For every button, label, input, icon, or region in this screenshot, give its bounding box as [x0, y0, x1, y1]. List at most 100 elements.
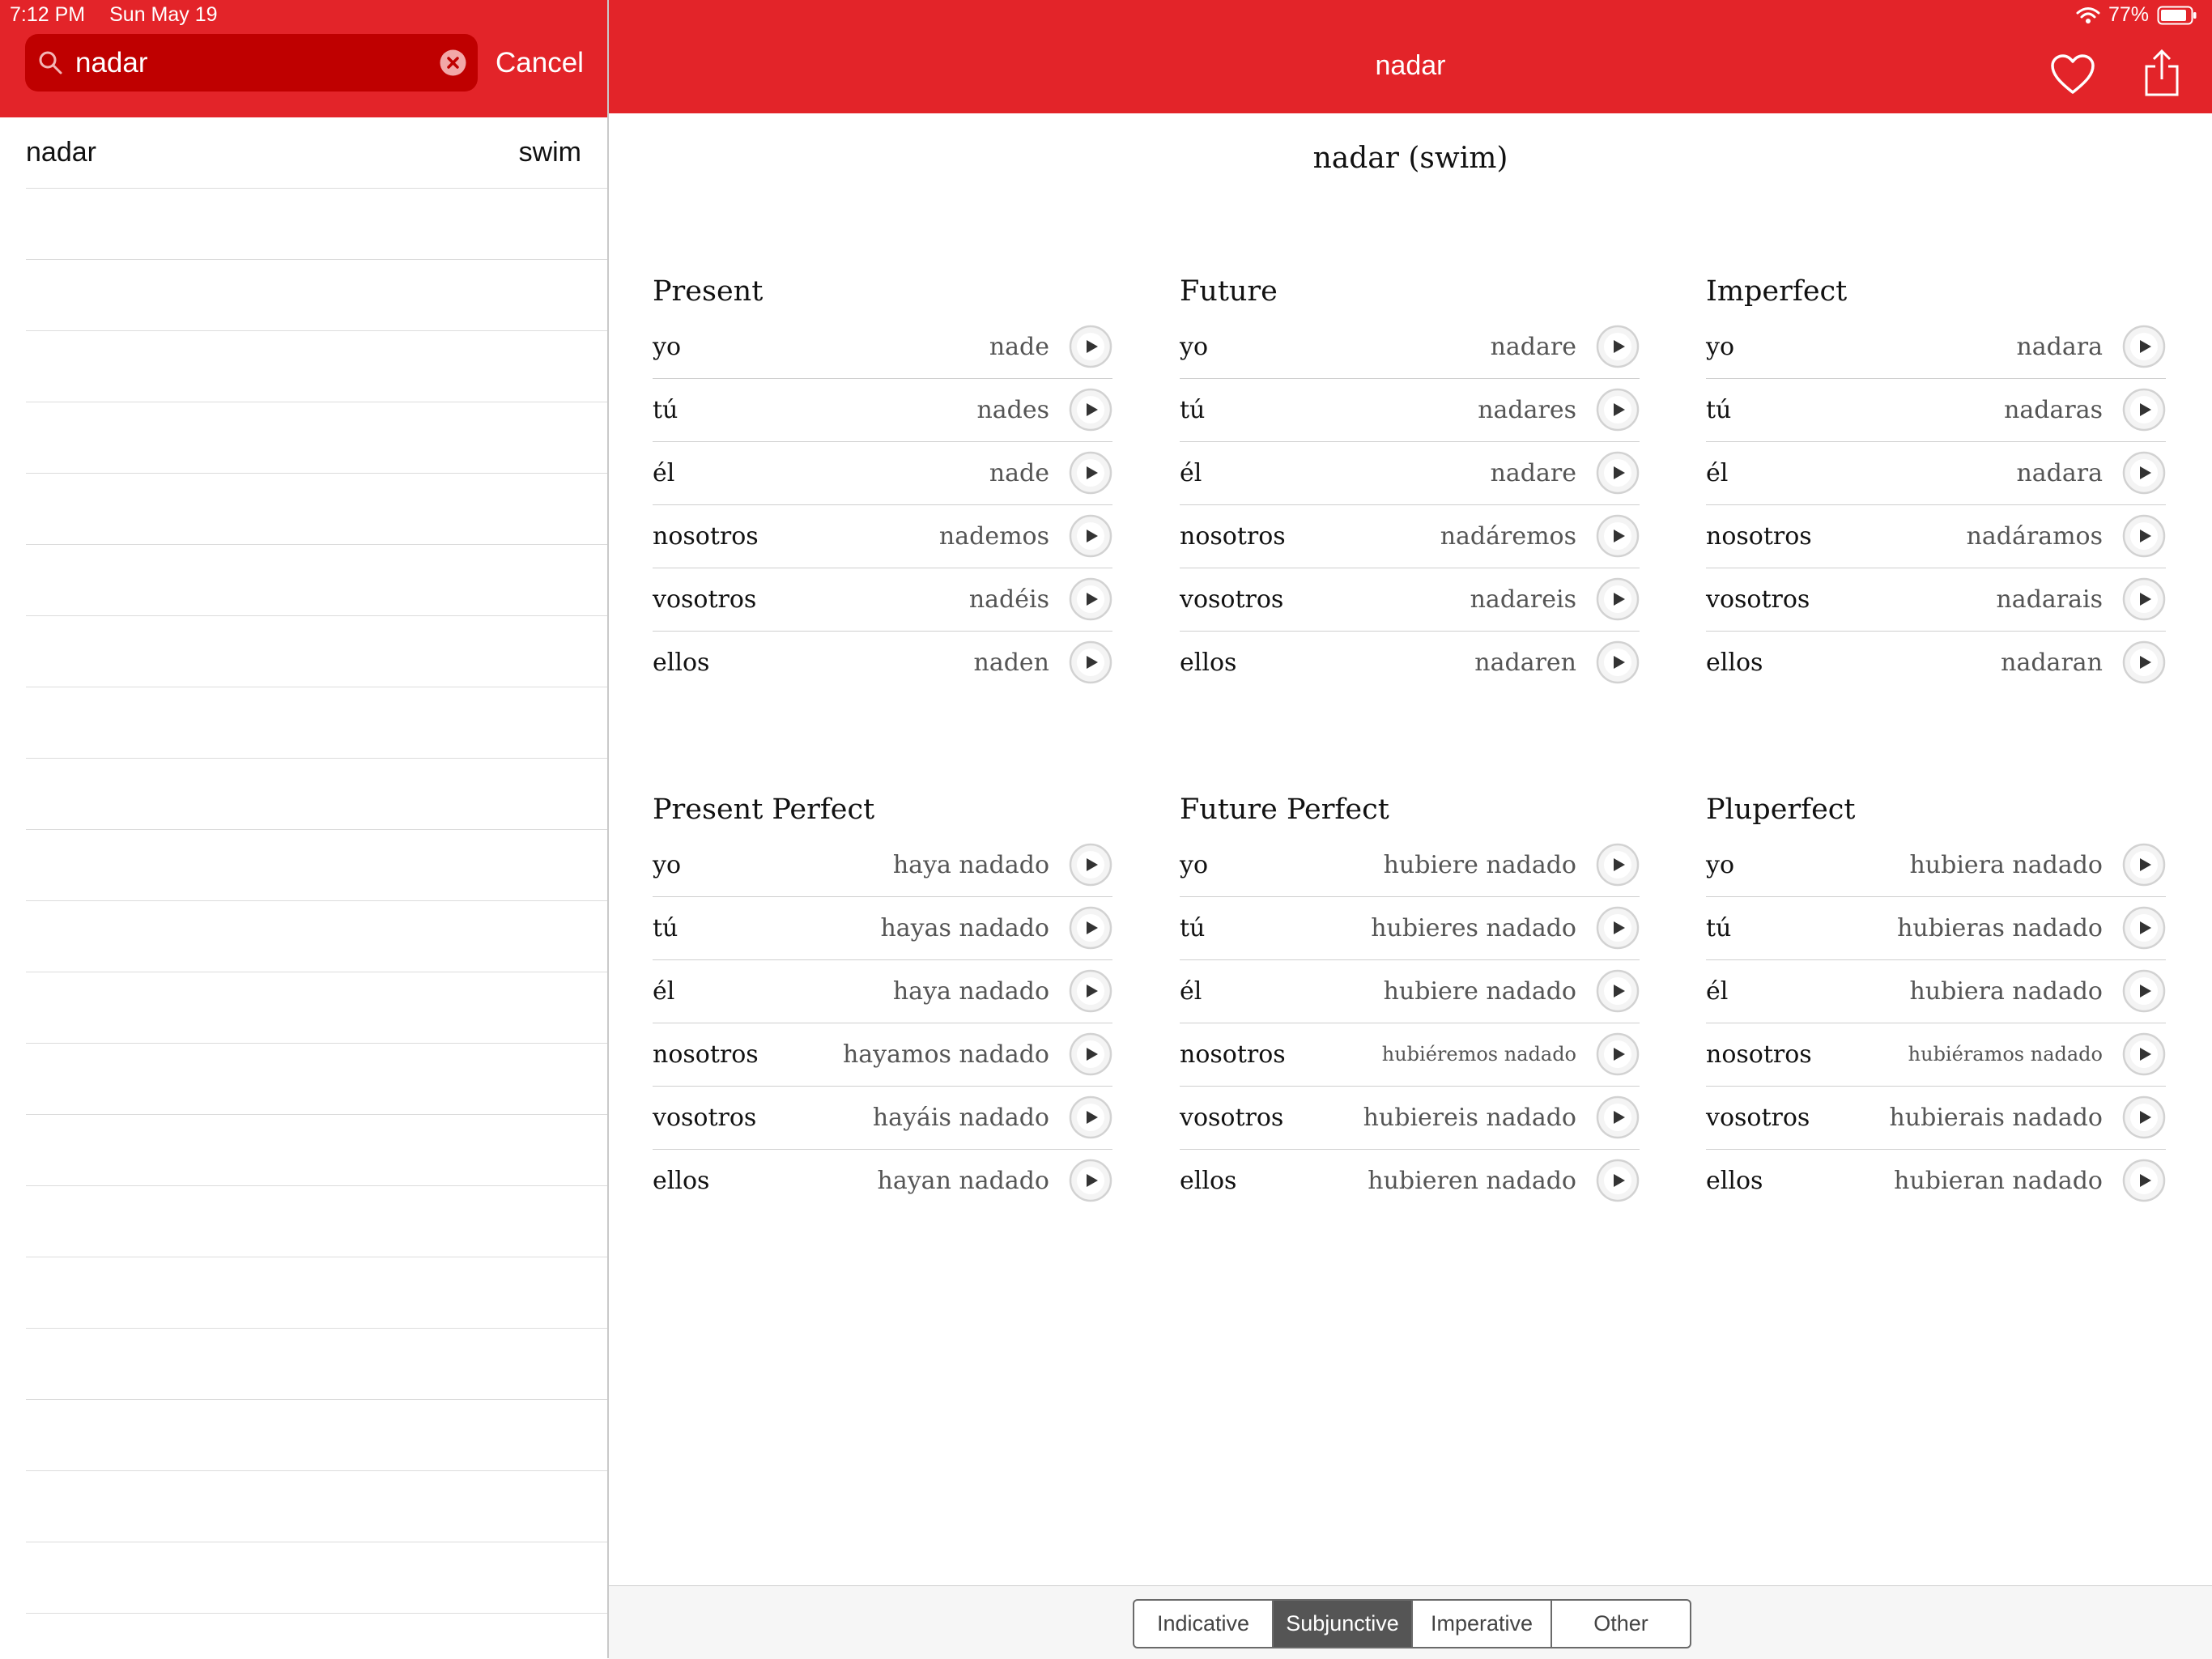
play-audio-icon[interactable]	[1596, 388, 1640, 432]
pronoun: yo	[1706, 333, 1735, 361]
empty-row	[26, 1115, 607, 1186]
play-audio-icon[interactable]	[2122, 1032, 2166, 1076]
tab-indicative[interactable]: Indicative	[1134, 1601, 1274, 1647]
status-date: Sun May 19	[109, 3, 218, 26]
favorite-heart-icon[interactable]	[2050, 53, 2095, 96]
conjugated-form: hubiéremos nadado	[1381, 1043, 1576, 1066]
pronoun: él	[1706, 459, 1729, 487]
conjugated-form: haya nadado	[892, 851, 1049, 879]
play-audio-icon[interactable]	[1596, 514, 1640, 558]
play-audio-icon[interactable]	[1069, 969, 1112, 1013]
search-header: 7:12 PM Sun May 19 nadar Cancel	[0, 0, 607, 117]
cancel-button[interactable]: Cancel	[496, 47, 584, 79]
play-audio-icon[interactable]	[2122, 325, 2166, 368]
pronoun: nosotros	[1706, 522, 1812, 551]
share-icon[interactable]	[2143, 49, 2180, 97]
play-audio-icon[interactable]	[2122, 514, 2166, 558]
search-icon	[39, 51, 62, 74]
tense-block: Present yo nade tú nades él nade nosotros nademo…	[653, 267, 1112, 694]
play-audio-icon[interactable]	[2122, 577, 2166, 621]
empty-row	[26, 474, 607, 545]
conjugation-row: nosotros hubiéremos nadado	[1180, 1023, 1640, 1087]
clear-search-icon[interactable]	[440, 49, 466, 76]
play-audio-icon[interactable]	[1596, 577, 1640, 621]
conjugated-form: haya nadado	[892, 977, 1049, 1006]
conjugated-form: hayan nadado	[877, 1167, 1049, 1195]
play-audio-icon[interactable]	[1596, 1032, 1640, 1076]
play-audio-icon[interactable]	[1069, 640, 1112, 684]
play-audio-icon[interactable]	[1069, 325, 1112, 368]
pronoun: él	[1180, 459, 1202, 487]
empty-row	[26, 331, 607, 402]
conjugation-row: tú hubieres nadado	[1180, 897, 1640, 960]
play-audio-icon[interactable]	[2122, 843, 2166, 887]
empty-row	[26, 687, 607, 759]
conjugation-row: tú nades	[653, 379, 1112, 442]
play-audio-icon[interactable]	[1069, 1159, 1112, 1202]
conjugated-form: nadéis	[968, 585, 1049, 614]
play-audio-icon[interactable]	[2122, 906, 2166, 950]
play-audio-icon[interactable]	[1596, 451, 1640, 495]
conjugation-row: ellos nadaran	[1706, 632, 2166, 694]
conjugated-form: nademos	[938, 522, 1049, 551]
play-audio-icon[interactable]	[1069, 906, 1112, 950]
play-audio-icon[interactable]	[1069, 451, 1112, 495]
play-audio-icon[interactable]	[1596, 325, 1640, 368]
play-audio-icon[interactable]	[1069, 388, 1112, 432]
play-audio-icon[interactable]	[1069, 1095, 1112, 1139]
tense-block: Pluperfect yo hubiera nadado tú hubieras nad…	[1706, 785, 2166, 1212]
conjugation-row: tú hubieras nadado	[1706, 897, 2166, 960]
conjugated-form: hubiereis nadado	[1363, 1104, 1576, 1132]
conjugation-row: yo hubiere nadado	[1180, 834, 1640, 897]
play-audio-icon[interactable]	[2122, 969, 2166, 1013]
pronoun: tú	[1180, 396, 1206, 424]
tab-other[interactable]: Other	[1593, 1611, 1648, 1636]
search-query: nadar	[75, 47, 148, 79]
pronoun: ellos	[653, 1167, 710, 1195]
play-audio-icon[interactable]	[1596, 906, 1640, 950]
conjugation-row: vosotros nadarais	[1706, 568, 2166, 632]
play-audio-icon[interactable]	[2122, 388, 2166, 432]
tab-subjunctive[interactable]: Subjunctive	[1274, 1601, 1413, 1647]
pronoun: yo	[1706, 851, 1735, 879]
pronoun: ellos	[653, 649, 710, 677]
play-audio-icon[interactable]	[2122, 451, 2166, 495]
pronoun: nosotros	[1706, 1040, 1812, 1069]
conjugation-row: yo nade	[653, 316, 1112, 379]
tense-title: Present	[653, 275, 764, 308]
play-audio-icon[interactable]	[1596, 1095, 1640, 1139]
conjugated-form: hayamos nadado	[842, 1040, 1049, 1069]
play-audio-icon[interactable]	[1596, 969, 1640, 1013]
result-verb: nadar	[26, 137, 96, 168]
results-list: nadar swim	[0, 117, 607, 1614]
conjugation-row: él nade	[653, 442, 1112, 505]
play-audio-icon[interactable]	[1069, 514, 1112, 558]
conjugation-row: vosotros hubiereis nadado	[1180, 1087, 1640, 1150]
conjugation-pane: 77% nadar nadar (swim) Present yo nade tú na…	[609, 0, 2212, 1659]
play-audio-icon[interactable]	[1596, 640, 1640, 684]
play-audio-icon[interactable]	[2122, 1095, 2166, 1139]
pronoun: vosotros	[1180, 585, 1284, 614]
play-audio-icon[interactable]	[1596, 1159, 1640, 1202]
conjugation-row: yo nadara	[1706, 316, 2166, 379]
play-audio-icon[interactable]	[2122, 1159, 2166, 1202]
tab-imperative[interactable]: Imperative	[1413, 1601, 1552, 1647]
pronoun: ellos	[1706, 1167, 1763, 1195]
conjugation-row: él nadara	[1706, 442, 2166, 505]
play-audio-icon[interactable]	[1596, 843, 1640, 887]
play-audio-icon[interactable]	[1069, 1032, 1112, 1076]
play-audio-icon[interactable]	[1069, 843, 1112, 887]
play-audio-icon[interactable]	[1069, 577, 1112, 621]
tense-title: Future Perfect	[1180, 793, 1389, 826]
search-input[interactable]: nadar	[25, 34, 478, 91]
play-audio-icon[interactable]	[2122, 640, 2166, 684]
conjugated-form: nadare	[1490, 333, 1576, 361]
conjugation-row: nosotros nadáramos	[1706, 505, 2166, 568]
tense-block: Present Perfect yo haya nadado tú hayas nada…	[653, 785, 1112, 1212]
result-row[interactable]: nadar swim	[26, 117, 607, 189]
pronoun: vosotros	[1706, 1104, 1810, 1132]
conjugation-row: ellos hubieren nadado	[1180, 1150, 1640, 1212]
conjugation-row: ellos nadaren	[1180, 632, 1640, 694]
conjugated-form: nadaran	[2001, 649, 2103, 677]
conjugated-form: hubieras nadado	[1897, 914, 2103, 942]
